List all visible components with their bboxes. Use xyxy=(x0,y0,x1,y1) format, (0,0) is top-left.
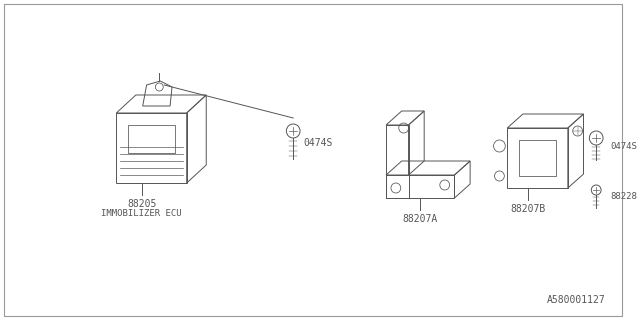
Bar xyxy=(386,175,454,198)
Text: A580001127: A580001127 xyxy=(547,295,606,305)
Text: 0474S: 0474S xyxy=(610,141,637,150)
Text: 0474S: 0474S xyxy=(303,138,332,148)
Bar xyxy=(116,113,187,183)
Bar xyxy=(128,125,175,153)
Bar xyxy=(508,128,568,188)
Text: IMMOBILIZER ECU: IMMOBILIZER ECU xyxy=(101,209,182,218)
Text: 88207A: 88207A xyxy=(403,214,438,224)
Text: 88207B: 88207B xyxy=(510,204,545,214)
Text: 88205: 88205 xyxy=(127,199,156,209)
Text: 88228: 88228 xyxy=(610,191,637,201)
Bar xyxy=(386,125,408,198)
Bar xyxy=(519,140,556,176)
